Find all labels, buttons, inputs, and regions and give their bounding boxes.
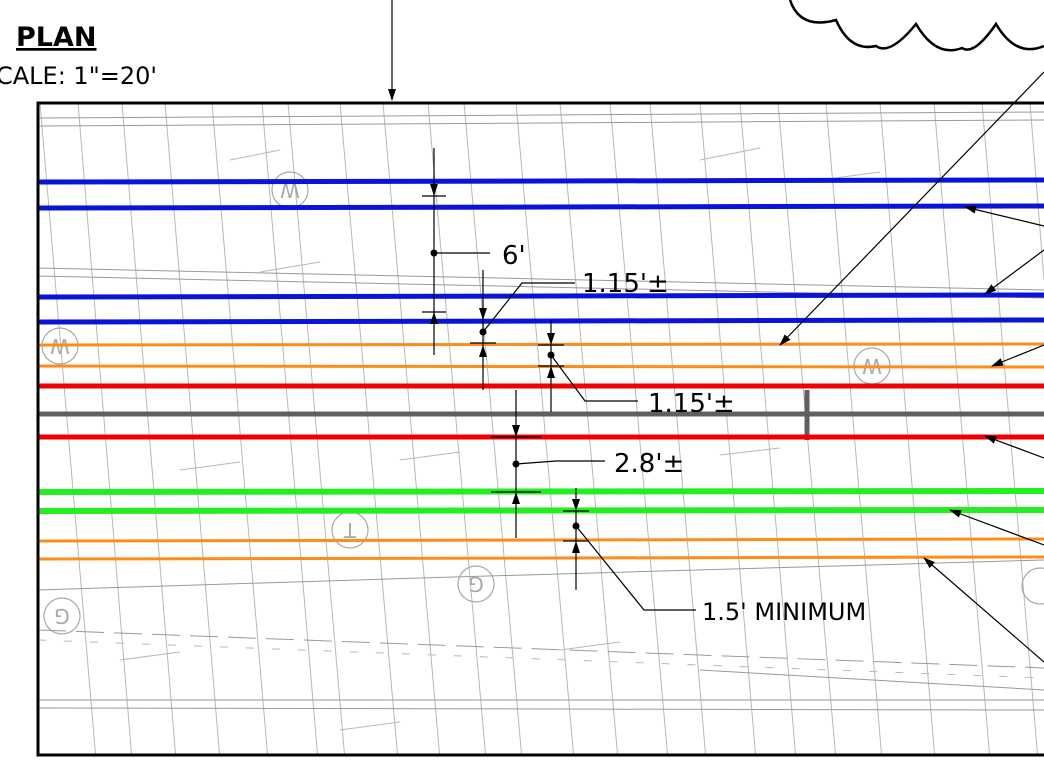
dim-label-6ft: 6' bbox=[502, 241, 526, 271]
blue-line-1 bbox=[37, 177, 1044, 185]
orange-line-3 bbox=[37, 537, 1044, 543]
gas-mark-label-1: G bbox=[468, 572, 484, 596]
blue-line-3 bbox=[37, 292, 1044, 300]
utility-lines bbox=[37, 177, 1044, 561]
dim-label-115-b: 1.15'± bbox=[648, 389, 735, 419]
dim-label-15-minimum: 1.5' MINIMUM bbox=[702, 598, 866, 626]
gas-mark-label-2: G bbox=[54, 604, 70, 628]
dimension-28: 2.8'± bbox=[491, 390, 684, 538]
background-linework: W W W T G G bbox=[38, 103, 1044, 755]
gas-mark-1 bbox=[457, 565, 495, 603]
dim-label-28: 2.8'± bbox=[614, 449, 684, 479]
telephone-mark-label: T bbox=[343, 518, 357, 542]
revision-cloud bbox=[788, 0, 1044, 52]
callout-leaders bbox=[779, 71, 1044, 663]
scale-label: CALE: 1"=20' bbox=[0, 62, 157, 90]
dimension-115-b: 1.15'± bbox=[538, 320, 735, 419]
dimension-115-a: 1.15'± bbox=[470, 269, 669, 390]
plan-title: PLAN bbox=[16, 22, 97, 53]
drawing-frame bbox=[36, 101, 1044, 757]
green-line-2 bbox=[37, 507, 1044, 514]
dimension-6ft: 6' bbox=[422, 148, 526, 355]
gas-mark-2 bbox=[43, 597, 81, 635]
blue-line-4 bbox=[37, 317, 1044, 325]
dim-label-115-a: 1.15'± bbox=[582, 269, 669, 299]
gas-mark-3 bbox=[1021, 567, 1044, 605]
dimension-15-minimum: 1.5' MINIMUM bbox=[563, 488, 866, 626]
blue-line-2 bbox=[37, 203, 1044, 211]
orange-line-4 bbox=[37, 555, 1044, 561]
